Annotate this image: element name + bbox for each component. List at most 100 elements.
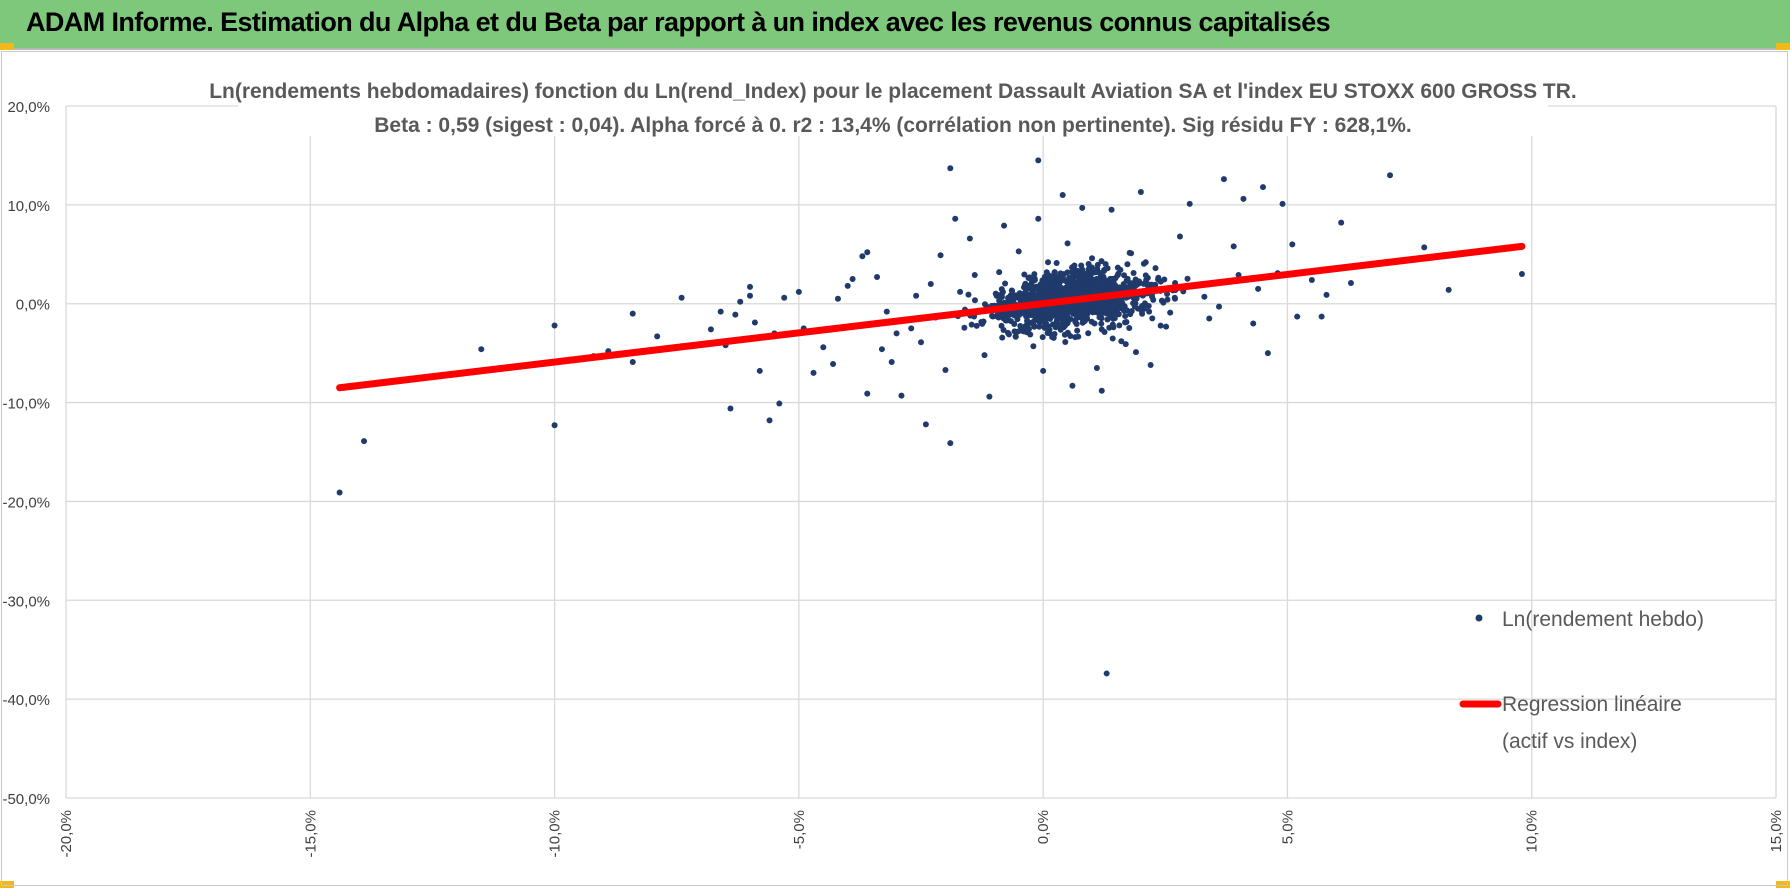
data-point xyxy=(957,288,964,295)
data-point xyxy=(995,292,1002,299)
data-point xyxy=(1250,320,1257,327)
data-point xyxy=(1109,335,1116,342)
data-point xyxy=(1101,267,1108,274)
data-point xyxy=(1171,295,1178,302)
data-point xyxy=(1079,204,1086,211)
data-point xyxy=(927,280,934,287)
y-tick-label: 20,0% xyxy=(7,99,50,116)
data-point xyxy=(1260,184,1266,191)
data-point xyxy=(1095,275,1102,282)
data-point xyxy=(1445,286,1452,293)
x-tick-label: -5,0% xyxy=(791,810,808,849)
data-point xyxy=(1079,303,1086,310)
data-point xyxy=(756,367,763,374)
data-point xyxy=(1123,319,1130,326)
corner-marker xyxy=(1776,43,1790,50)
data-point xyxy=(1024,318,1031,325)
data-point xyxy=(1134,305,1141,312)
data-point xyxy=(947,440,954,447)
data-point xyxy=(1083,303,1090,310)
data-point xyxy=(1082,309,1089,316)
data-point xyxy=(1142,259,1149,266)
data-point xyxy=(1085,260,1092,267)
data-point xyxy=(968,321,975,328)
data-point xyxy=(1294,313,1301,320)
data-point xyxy=(1126,324,1133,331)
x-tick-label: 0,0% xyxy=(1035,810,1052,844)
data-point xyxy=(1152,265,1159,272)
data-point xyxy=(864,390,871,397)
data-point xyxy=(1040,367,1047,374)
data-point xyxy=(942,366,949,373)
data-point xyxy=(1098,326,1105,333)
data-point xyxy=(994,311,1001,318)
data-point xyxy=(1119,299,1126,306)
corner-marker xyxy=(0,43,14,50)
data-point xyxy=(1240,195,1247,202)
data-point xyxy=(747,292,753,299)
data-point xyxy=(834,295,841,302)
data-point xyxy=(1036,323,1043,330)
data-point xyxy=(1072,317,1079,324)
data-point xyxy=(1111,312,1118,319)
data-point xyxy=(1033,310,1040,317)
data-point xyxy=(1216,303,1223,310)
data-point xyxy=(1057,270,1064,277)
data-point xyxy=(1186,200,1193,207)
data-point xyxy=(898,392,905,399)
data-point xyxy=(336,489,343,496)
data-point xyxy=(1163,323,1170,330)
data-point xyxy=(1064,329,1071,336)
data-point xyxy=(776,400,783,407)
data-point xyxy=(1108,300,1115,307)
data-point xyxy=(1122,313,1129,320)
data-point xyxy=(1518,271,1525,278)
data-point xyxy=(1084,284,1091,291)
data-point xyxy=(996,269,1003,276)
data-point xyxy=(1176,233,1183,240)
data-point xyxy=(859,253,866,260)
data-point xyxy=(1220,176,1227,183)
data-point xyxy=(1061,316,1068,323)
data-point xyxy=(971,272,978,279)
data-point xyxy=(918,339,924,346)
data-point xyxy=(874,274,881,281)
data-point xyxy=(1039,287,1046,294)
data-point xyxy=(678,294,685,301)
y-tick-label: -30,0% xyxy=(2,593,50,610)
data-point xyxy=(1025,326,1032,333)
data-point xyxy=(1104,316,1111,323)
data-point xyxy=(1074,327,1081,334)
data-point xyxy=(1127,280,1134,287)
data-point xyxy=(1037,281,1044,288)
data-point xyxy=(1029,287,1036,294)
data-point xyxy=(1007,318,1014,325)
data-point xyxy=(1421,244,1428,251)
data-point xyxy=(1092,283,1099,290)
data-point xyxy=(1016,290,1023,297)
data-point xyxy=(1098,315,1105,322)
data-point xyxy=(1062,338,1069,345)
regression-series xyxy=(336,242,1526,392)
data-point xyxy=(1030,318,1037,325)
header-banner: ADAM Informe. Estimation du Alpha et du … xyxy=(0,0,1790,50)
data-point xyxy=(1084,315,1091,322)
data-point xyxy=(1017,296,1024,303)
data-point xyxy=(1039,334,1046,341)
data-point xyxy=(781,294,788,301)
data-point xyxy=(751,319,758,326)
chart-subtitle: Beta : 0,59 (sigest : 0,04). Alpha forcé… xyxy=(374,114,1411,137)
data-point xyxy=(965,291,972,298)
data-point xyxy=(1110,324,1117,331)
data-point xyxy=(1067,287,1074,294)
data-point xyxy=(1098,320,1105,327)
data-point xyxy=(1230,243,1237,250)
data-point xyxy=(551,422,558,429)
data-point xyxy=(478,346,485,353)
data-point xyxy=(999,334,1006,341)
data-point xyxy=(1054,312,1061,319)
data-point xyxy=(952,215,959,222)
data-point xyxy=(1094,265,1101,272)
data-point xyxy=(1049,286,1056,293)
data-point xyxy=(1085,330,1092,337)
